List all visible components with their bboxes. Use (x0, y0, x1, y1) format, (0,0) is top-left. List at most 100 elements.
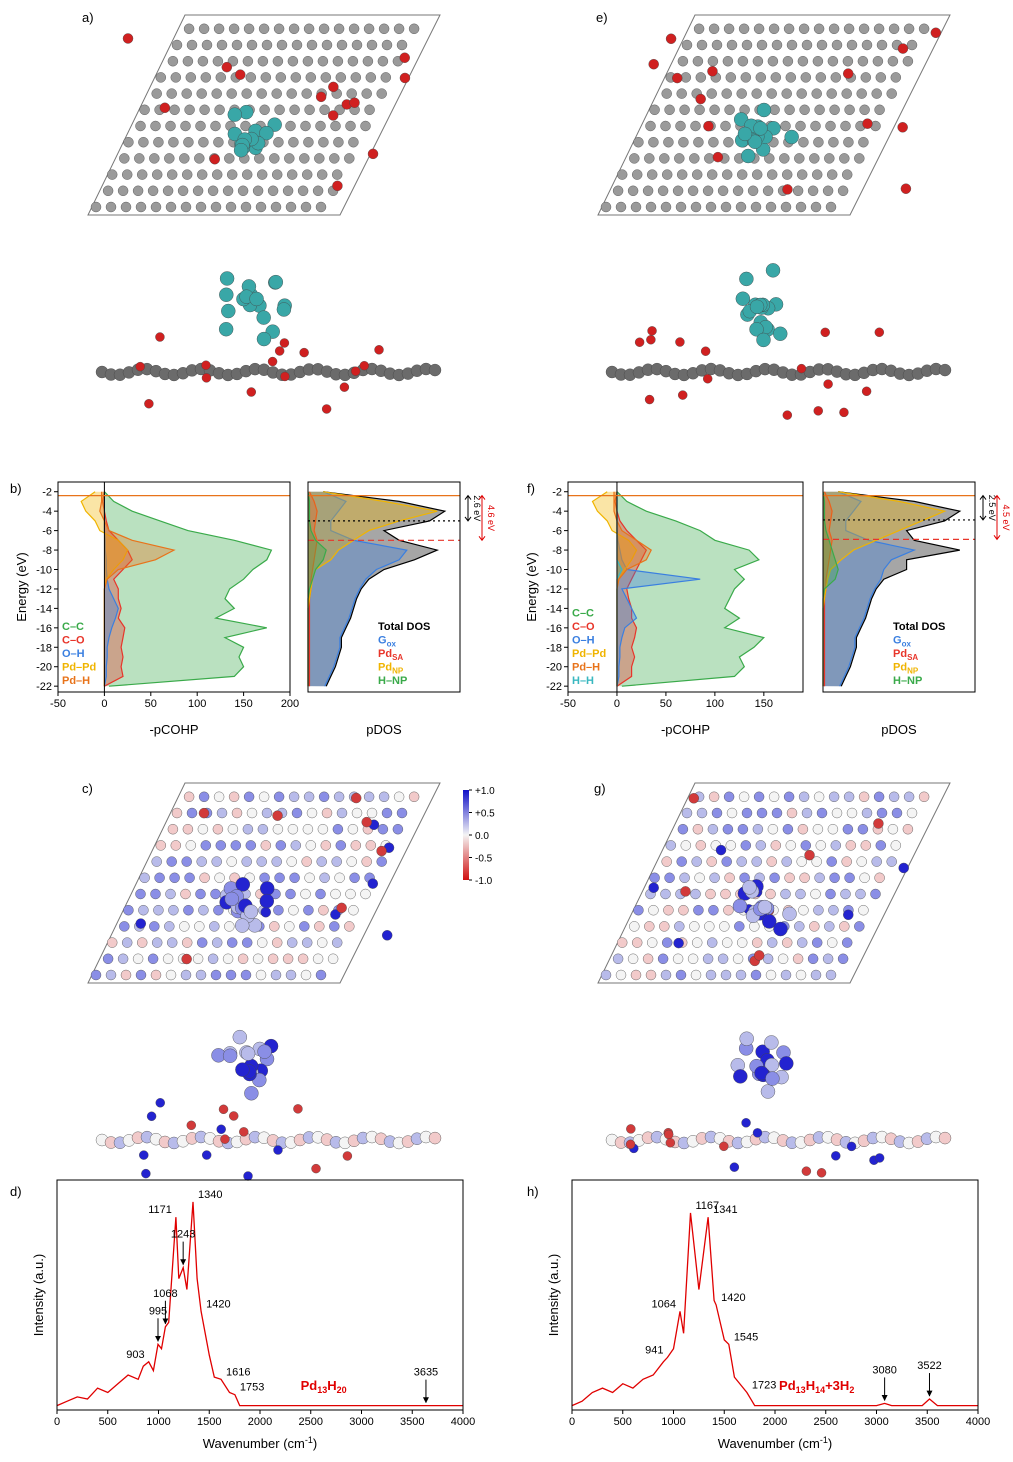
atom (186, 807, 198, 819)
atom (692, 56, 704, 67)
atom (339, 382, 350, 392)
atom (780, 120, 791, 132)
atom (897, 43, 909, 54)
atom (888, 23, 900, 34)
atom (288, 905, 299, 916)
atom (752, 937, 763, 948)
atom (709, 872, 720, 883)
atom (297, 953, 309, 964)
atom (231, 807, 243, 819)
atom (857, 824, 869, 835)
atom (738, 791, 750, 802)
atom (678, 905, 689, 916)
atom (722, 169, 733, 180)
atom (249, 291, 264, 307)
atom (798, 23, 810, 34)
gap-label: 2.5 eV (987, 495, 997, 521)
atom (102, 185, 114, 197)
atom (321, 39, 333, 51)
atom (634, 337, 645, 347)
atom (209, 921, 220, 932)
atom (285, 201, 297, 213)
atom (647, 937, 658, 948)
atom (365, 840, 376, 851)
peak-label: 1243 (171, 1229, 195, 1241)
atom (660, 201, 672, 213)
legend-label: Pd–H (62, 675, 90, 687)
y-tick-label: -16 (546, 623, 562, 635)
atom (856, 856, 867, 867)
atom (681, 39, 693, 51)
peak-label: 941 (645, 1344, 663, 1356)
atom (90, 969, 102, 981)
atom (766, 856, 777, 867)
atom (167, 56, 179, 67)
x-tick-label: 2000 (248, 1416, 272, 1428)
atom (665, 840, 676, 851)
atom (257, 824, 269, 835)
atom (887, 56, 899, 67)
atom (780, 201, 792, 213)
atom (705, 201, 717, 213)
atom (724, 872, 735, 883)
atom (675, 969, 687, 981)
atom (678, 390, 688, 400)
atom (846, 39, 858, 51)
compound-part: H (806, 1378, 815, 1393)
legend-label: Total DOS (893, 621, 945, 633)
atom (854, 921, 865, 932)
atom (245, 840, 257, 851)
atom (709, 104, 720, 116)
atom (773, 326, 788, 341)
atom (327, 953, 339, 964)
atom (764, 1035, 779, 1050)
atom (687, 185, 699, 197)
atom (229, 1111, 239, 1121)
series-line (323, 491, 447, 687)
atom (792, 185, 804, 197)
atom (826, 856, 837, 867)
compound-part: 20 (337, 1385, 347, 1395)
atom (213, 905, 224, 916)
atom (311, 1163, 321, 1174)
atom (815, 840, 826, 851)
atom (151, 937, 163, 948)
atom (287, 824, 299, 835)
atom (134, 153, 145, 164)
atom (285, 120, 296, 132)
peak-label: 1167 (695, 1200, 719, 1212)
atom (844, 104, 855, 116)
atom (839, 921, 850, 932)
atom (183, 905, 194, 916)
atom (181, 953, 192, 965)
atom (169, 872, 180, 883)
atom (870, 888, 881, 900)
peak-label: 1420 (721, 1292, 745, 1304)
atom (732, 185, 744, 197)
atom (703, 120, 714, 132)
atom (795, 201, 807, 213)
cell-outline (597, 14, 951, 216)
atom (255, 969, 267, 981)
atom (241, 169, 253, 180)
atom (690, 969, 702, 981)
atom (153, 905, 164, 916)
atom (155, 72, 167, 83)
atom (814, 872, 825, 883)
atom (136, 937, 148, 948)
atom (840, 120, 851, 132)
atom (900, 183, 912, 194)
atom (796, 363, 807, 374)
legend-label: H–NP (378, 675, 407, 687)
atom (779, 153, 790, 164)
atom (224, 921, 235, 932)
area-fill (104, 491, 272, 687)
atom (721, 88, 732, 99)
atom (843, 136, 854, 148)
atom (661, 856, 672, 867)
atom (396, 39, 408, 51)
series-line (616, 491, 765, 687)
x-tick-label: 100 (188, 698, 206, 710)
atom (380, 72, 391, 83)
atom (144, 399, 154, 409)
